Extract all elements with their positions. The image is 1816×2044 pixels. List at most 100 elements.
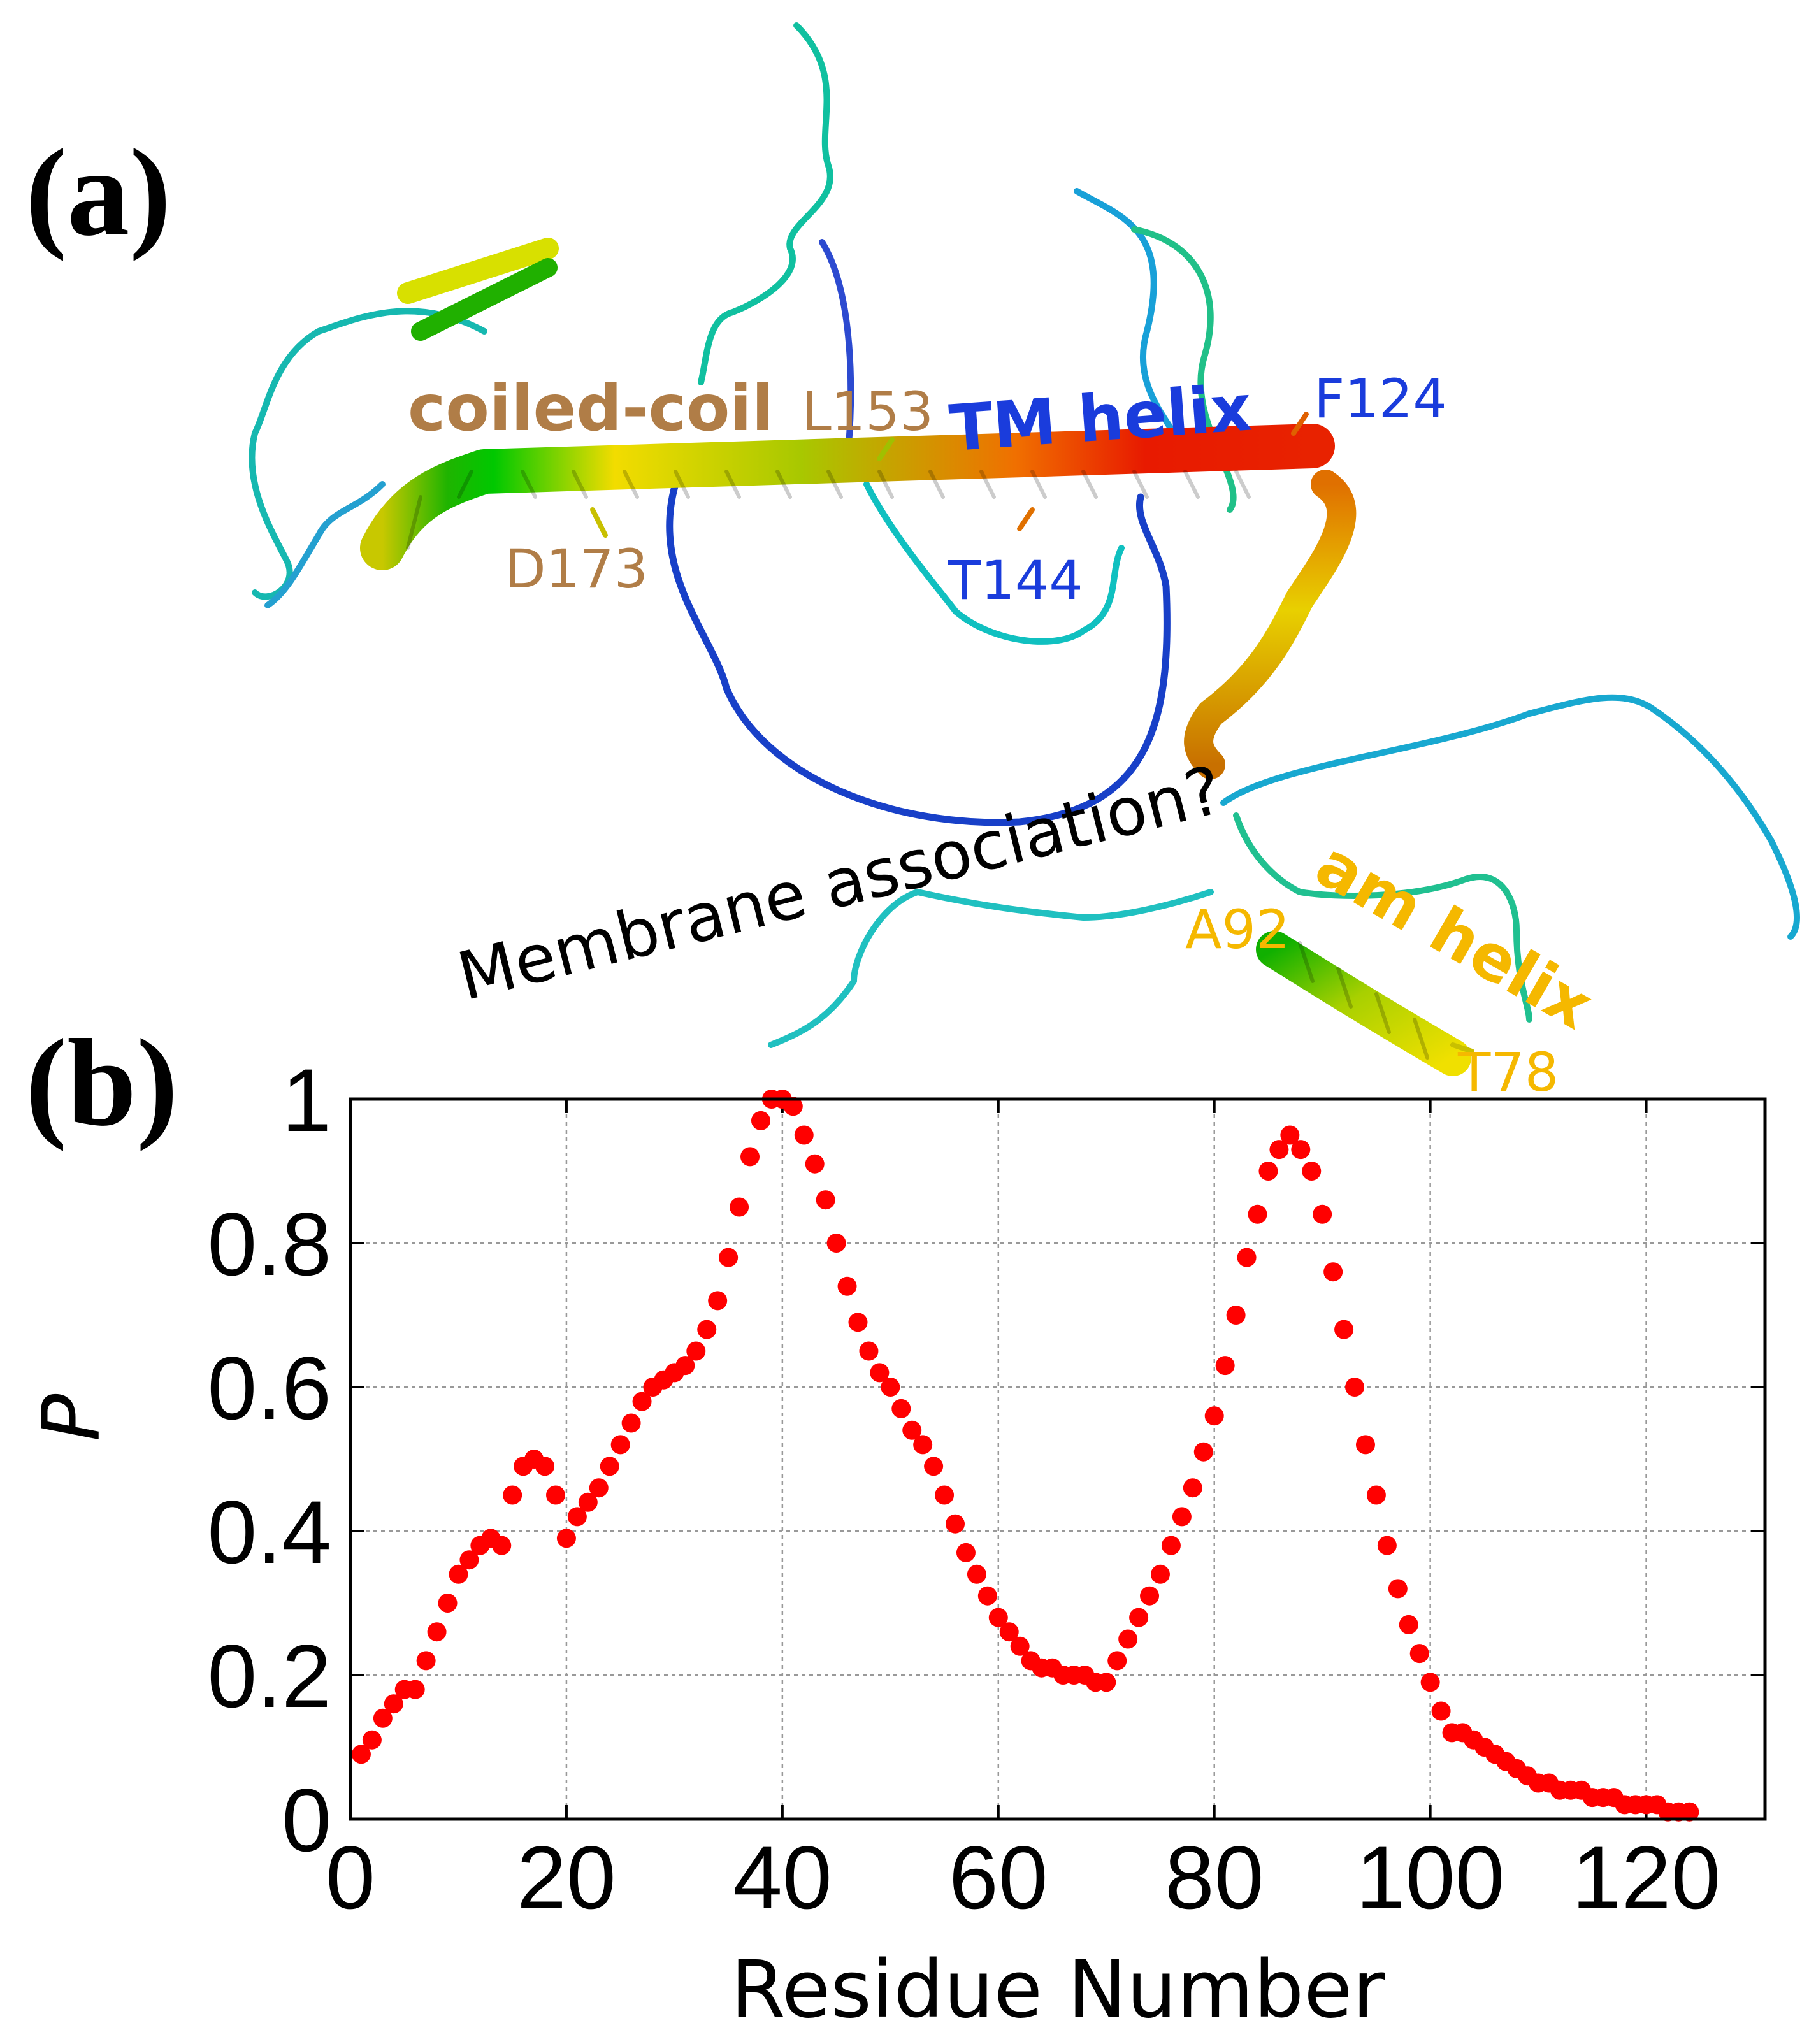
- data-point: [935, 1485, 955, 1505]
- x-tick-labels: 0 20 40 60 80 100 120: [326, 1827, 1720, 1927]
- y-tick-label: 1: [282, 1050, 331, 1150]
- data-point: [362, 1730, 382, 1750]
- residue-stick-f124: [1291, 412, 1309, 436]
- data-point: [1345, 1378, 1365, 1397]
- data-point: [826, 1234, 846, 1253]
- data-point: [967, 1564, 986, 1584]
- data-point: [1420, 1673, 1440, 1692]
- data-point: [567, 1507, 587, 1527]
- data-point: [946, 1514, 965, 1534]
- beta-strand: [397, 238, 559, 304]
- plot-frame: [349, 1097, 1767, 1821]
- data-point: [1680, 1802, 1699, 1822]
- x-tick-label: 40: [733, 1827, 832, 1927]
- data-point: [449, 1564, 468, 1584]
- data-point: [1280, 1125, 1300, 1145]
- data-point: [1193, 1442, 1213, 1462]
- x-axis-title: Residue Number: [730, 1944, 1385, 2036]
- data-point: [924, 1457, 944, 1476]
- y-tick-label: 0.6: [207, 1338, 331, 1438]
- data-point: [1226, 1306, 1246, 1325]
- data-point: [913, 1435, 933, 1455]
- loop-top-left: [249, 308, 487, 600]
- data-point: [492, 1536, 512, 1555]
- data-point: [600, 1457, 619, 1476]
- data-point: [1172, 1507, 1192, 1527]
- data-point: [1183, 1478, 1202, 1498]
- am-helix-turns: [1298, 941, 1429, 1060]
- data-point: [794, 1125, 814, 1145]
- loop-lower-right: [1220, 694, 1800, 940]
- data-point: [1204, 1406, 1224, 1426]
- data-point: [1097, 1673, 1116, 1692]
- loop-lower-mid: [1233, 812, 1532, 1023]
- data-point: [1409, 1644, 1429, 1664]
- data-point: [708, 1291, 728, 1311]
- data-point: [902, 1420, 922, 1440]
- loop-upper-right: [1074, 188, 1188, 462]
- data-point: [405, 1680, 425, 1699]
- data-point: [956, 1543, 976, 1562]
- data-point: [999, 1622, 1019, 1642]
- panel-b-label: (b): [25, 1014, 178, 1152]
- y-tick-labels: 0 0.2 0.4 0.6 0.8 1: [207, 1050, 331, 1870]
- data-point: [384, 1694, 403, 1714]
- am-helix: [1256, 931, 1471, 1076]
- data-point: [610, 1435, 630, 1455]
- f124-label: F124: [1314, 368, 1447, 430]
- residue-stick-d173: [590, 507, 608, 538]
- data-point: [438, 1594, 458, 1613]
- data-point: [816, 1190, 835, 1210]
- main-helix-turns: [406, 470, 1251, 550]
- residue-stick-t144: [1017, 507, 1035, 531]
- data-point: [632, 1392, 652, 1411]
- l153-label: L153: [802, 380, 933, 443]
- data-point: [686, 1341, 706, 1361]
- data-point: [848, 1313, 868, 1332]
- data-point: [870, 1363, 890, 1383]
- linker-helix: [1184, 470, 1357, 779]
- data-point: [805, 1154, 825, 1174]
- data-point: [1150, 1564, 1170, 1584]
- data-point: [1399, 1615, 1418, 1634]
- data-point: [719, 1248, 739, 1267]
- data-point: [1388, 1579, 1408, 1599]
- loop-upper-center: [698, 22, 833, 385]
- data-point: [1010, 1636, 1030, 1656]
- grid-lines: [350, 1099, 1765, 1819]
- main-helix: [360, 424, 1335, 570]
- loop-upper-center-b: [819, 239, 854, 462]
- data-point: [891, 1399, 911, 1418]
- data-point: [1248, 1204, 1267, 1224]
- x-tick-label: 60: [949, 1827, 1048, 1927]
- y-tick-label: 0.8: [207, 1194, 331, 1294]
- y-tick-label: 0.2: [207, 1626, 331, 1726]
- data-point: [545, 1485, 565, 1505]
- data-point: [1323, 1262, 1343, 1282]
- data-point: [1355, 1435, 1375, 1455]
- data-point: [1377, 1536, 1397, 1555]
- data-point: [988, 1608, 1008, 1627]
- t78-label: T78: [1457, 1041, 1559, 1104]
- coiled-coil-label: coiled-coil: [408, 371, 774, 445]
- panel-a-label: (a): [25, 124, 171, 262]
- plot-area: [350, 1099, 1765, 1819]
- data-point: [675, 1356, 695, 1376]
- data-point: [977, 1586, 997, 1606]
- x-tick-label: 100: [1356, 1827, 1505, 1927]
- x-tick-label: 20: [517, 1827, 616, 1927]
- protein-structure: [249, 22, 1800, 1076]
- data-point: [1431, 1701, 1451, 1721]
- data-point: [1269, 1140, 1289, 1160]
- data-point: [459, 1550, 479, 1570]
- data-points: [351, 1090, 1699, 1822]
- beta-strand-2: [411, 258, 558, 341]
- y-tick-label: 0.4: [207, 1482, 331, 1582]
- x-tick-label: 120: [1572, 1827, 1721, 1927]
- data-point: [556, 1529, 576, 1548]
- data-point: [1215, 1356, 1235, 1376]
- data-point: [416, 1651, 436, 1671]
- a92-label: A92: [1185, 898, 1290, 961]
- data-point: [621, 1413, 641, 1433]
